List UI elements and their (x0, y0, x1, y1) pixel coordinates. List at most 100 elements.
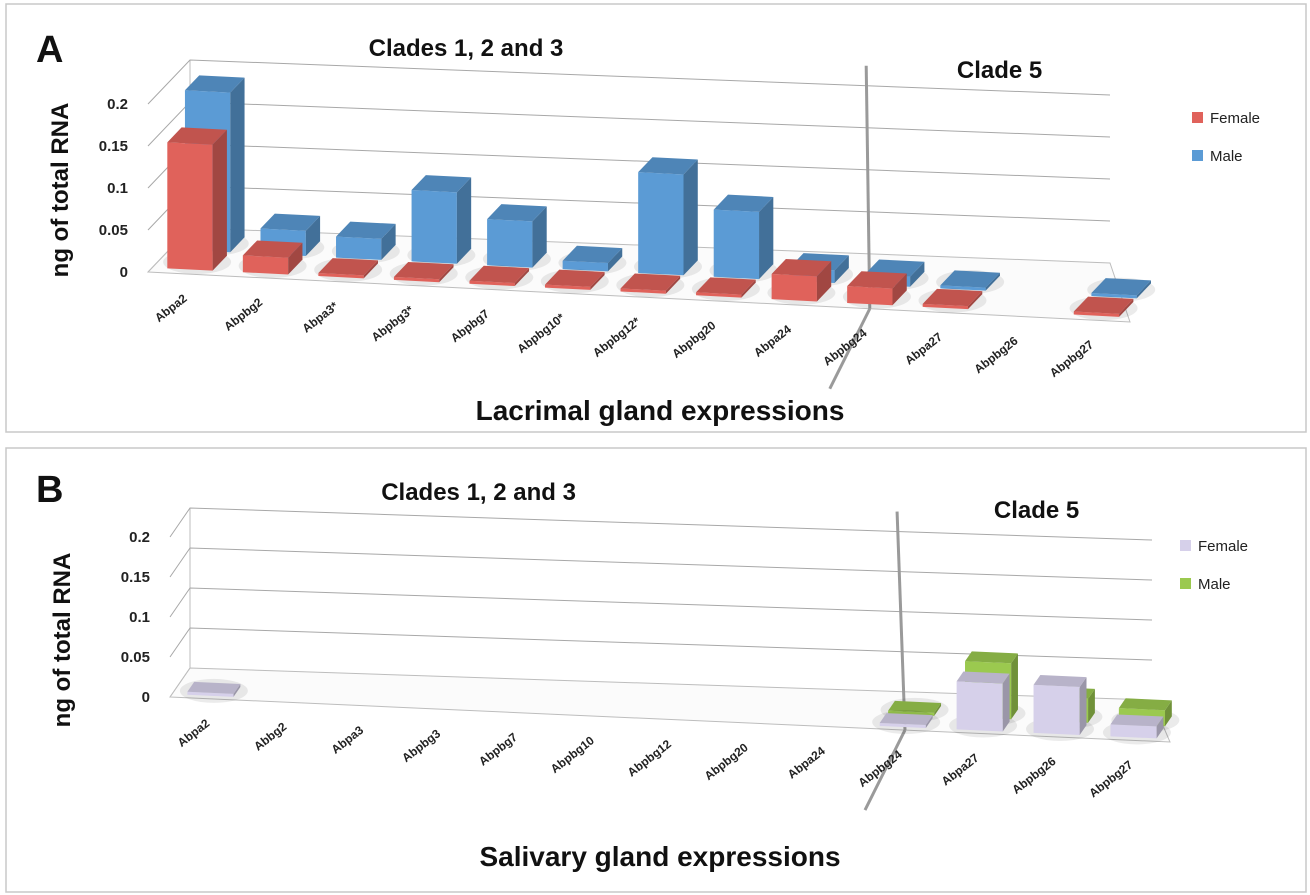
bar-side-face (759, 196, 774, 280)
panel-b-x-axis-title: Salivary gland expressions (479, 841, 840, 872)
panel-a-bar-female-abpbg20 (691, 276, 760, 301)
bar-side-face (934, 702, 942, 716)
bar-top-face (184, 75, 245, 93)
panel-a-bar-male-abpbg7 (482, 204, 551, 271)
panel-b-divider-upper (895, 511, 907, 731)
bar-side-face (892, 273, 907, 306)
panel-b-y-tick-label: 0.1 (129, 609, 150, 626)
panel-a: A 0 0.05 0.1 0.15 0.2 Clades 1, 2 and 3 Clade … (5, 3, 1307, 433)
bar-side-face (1156, 716, 1164, 739)
bar-front-face (956, 681, 1003, 732)
bar-side-face (233, 684, 241, 697)
bar-side-face (532, 206, 547, 268)
panel-b-legend-item-female: Female (1180, 538, 1248, 555)
legend-swatch (1180, 540, 1191, 551)
bar-side-face (1079, 677, 1087, 735)
panel-b-bar-female-abpbg24 (872, 710, 941, 735)
bar-front-face (469, 280, 515, 287)
bar-side-face (910, 261, 925, 287)
panel-b-y-tick-label: 0.05 (121, 649, 150, 666)
legend-label: Female (1198, 538, 1248, 555)
bar-top-face (545, 269, 605, 287)
panel-a-legend-item-female: Female (1192, 110, 1260, 127)
bar-front-face (940, 285, 986, 291)
bar-top-face (487, 204, 547, 222)
bar-side-face (1165, 700, 1172, 727)
panel-a-gridline (147, 59, 1111, 105)
bar-side-face (288, 242, 303, 275)
bar-front-face (847, 286, 893, 306)
bar-side-face (590, 271, 605, 290)
panel-a-bar-male-abpbg10 (558, 245, 627, 275)
bar-top-face (336, 221, 396, 239)
panel-a-legend-item-male: Male (1192, 148, 1243, 165)
panel-a-divider-upper (864, 65, 872, 309)
bar-side-face (1002, 673, 1010, 732)
legend-swatch (1192, 150, 1203, 161)
panel-a-clade-divider (828, 65, 872, 390)
bar-top-face (411, 175, 472, 193)
bar-top-face (242, 240, 303, 258)
legend-swatch (1192, 112, 1203, 123)
panel-b-bar-female-abpbg27 (1102, 714, 1171, 745)
bar-side-face (741, 279, 756, 298)
bar-side-face (607, 248, 623, 272)
bar-front-face (545, 284, 591, 290)
bar-side-face (1119, 298, 1134, 317)
bar-top-face (1110, 714, 1164, 727)
panel-a-bar-female-abpa3 (314, 257, 383, 282)
panel-b-y-axis-title: ng of total RNA (49, 553, 76, 728)
bar-side-face (230, 77, 245, 253)
bar-front-face (242, 255, 289, 275)
legend-label: Female (1210, 110, 1260, 127)
bar-top-face (393, 261, 454, 280)
panel-a-y-tick-label: 0.1 (107, 180, 128, 197)
panel-a-bar-female-abpbg12 (616, 273, 685, 298)
bar-front-face (1091, 293, 1137, 299)
panel-b-clade-divider (863, 511, 907, 811)
bar-front-face (487, 219, 533, 268)
bar-top-face (696, 277, 756, 295)
bar-top-face (713, 194, 774, 212)
bar-top-face (888, 700, 942, 713)
bar-side-face (1136, 280, 1152, 299)
panel-b-y-tick-label: 0.15 (121, 569, 150, 586)
bar-front-face (771, 273, 817, 302)
bar-top-face (562, 245, 623, 264)
bar-side-face (212, 129, 227, 271)
panel-b-left-wall-edge (169, 667, 191, 698)
bar-front-face (696, 292, 742, 298)
panel-b-divider-lower (863, 729, 907, 811)
panel-b-letter: B (36, 469, 63, 511)
bar-top-face (638, 157, 698, 175)
panel-a-y-tick-label: 0.15 (99, 138, 128, 155)
bar-front-face (713, 209, 760, 280)
bar-front-face (187, 691, 234, 697)
panel-a-bar-female-abpbg10 (540, 269, 609, 294)
panel-a-bar-female-abpa27 (918, 288, 987, 313)
bar-front-face (1110, 724, 1157, 739)
panel-a-bar-female-abpbg24 (842, 271, 911, 309)
bar-top-face (771, 258, 832, 277)
bar-side-face (985, 272, 1000, 291)
panel-a-group-label-clades-1-2-3: Clades 1, 2 and 3 (369, 35, 564, 62)
panel-b-bars (179, 651, 1180, 745)
bar-side-face (305, 215, 321, 257)
panel-a-bar-female-abpbg3 (389, 261, 458, 286)
panel-b-bar-female-abpbg26 (1026, 675, 1095, 741)
panel-b: B 0 0.05 0.1 0.15 0.2 Clades 1, 2 and 3 Clade … (5, 447, 1307, 893)
bar-front-face (638, 172, 684, 276)
bar-top-face (940, 270, 1000, 288)
panel-a-x-axis-title: Lacrimal gland expressions (476, 395, 845, 426)
bar-front-face (1033, 684, 1080, 735)
panel-b-legend: Female Male (1180, 538, 1248, 593)
panel-a-bar-male-abpa27 (936, 270, 1005, 295)
bar-front-face (879, 722, 926, 729)
panel-b-gridline (169, 587, 1153, 621)
bar-front-face (336, 236, 382, 260)
bar-side-face (925, 715, 933, 729)
bar-side-face (363, 260, 378, 279)
panel-b-y-tick-label: 0.2 (129, 529, 150, 546)
